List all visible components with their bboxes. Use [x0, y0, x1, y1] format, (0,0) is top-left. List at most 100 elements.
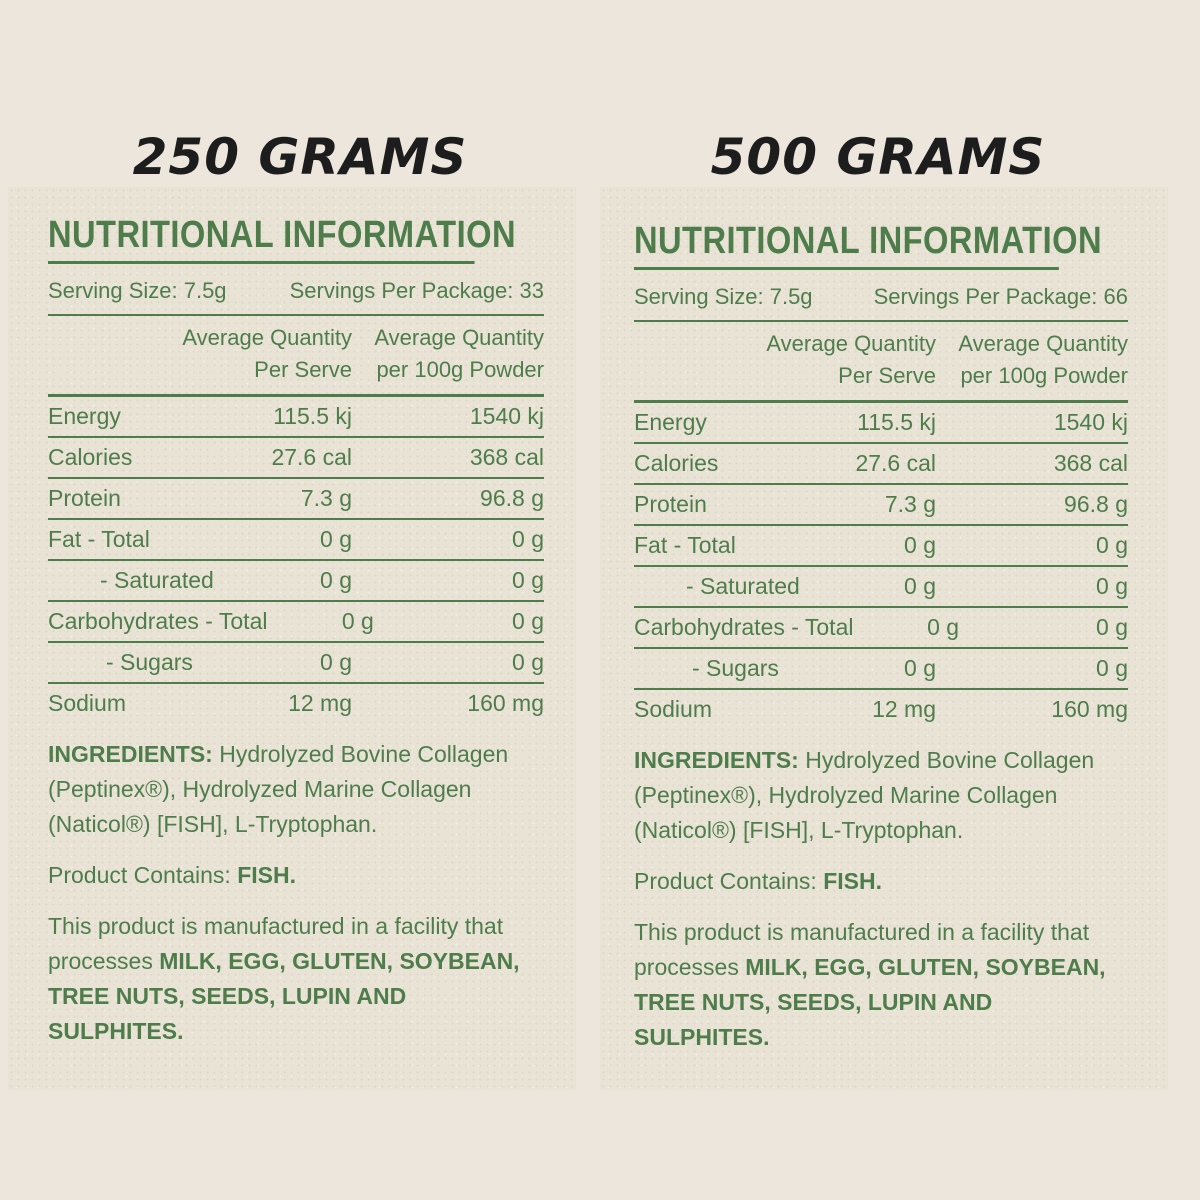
column-header: Average Quantity Per Serve Average Quant… [48, 316, 544, 397]
nutrient-name: - Saturated [100, 567, 214, 593]
ingredients: INGREDIENTS: Hydrolyzed Bovine Collagen … [48, 737, 544, 842]
nutrient-name: Fat - Total [634, 532, 736, 558]
table-row: Carbohydrates - Total 0 g 0 g [48, 602, 544, 643]
contains-label: Product Contains: [634, 868, 824, 894]
per-100g-value: 96.8 g [480, 485, 544, 511]
nutrient-name: Energy [48, 403, 121, 429]
nutrition-panel-250: NUTRITIONAL INFORMATION Serving Size: 7.… [8, 187, 576, 1090]
nutrient-table: Energy 115.5 kj 1540 kj Calories 27.6 cal 36… [634, 403, 1128, 729]
per-100g-value: 0 g [1096, 573, 1128, 599]
servings-per-package: Servings Per Package: 33 [289, 278, 544, 303]
per-100g-value: 368 cal [469, 444, 544, 470]
per-100g-value: 1540 kj [469, 403, 544, 429]
nutrient-name: Sodium [48, 690, 126, 716]
per-serve-header: Average Quantity Per Serve [706, 328, 936, 392]
nutrient-name: - Sugars [692, 655, 779, 681]
per-100g-header: Average Quantity per 100g Powder [352, 322, 544, 386]
nutrient-name: Protein [634, 491, 707, 517]
table-row: Calories 27.6 cal 368 cal [634, 444, 1128, 485]
table-row: Fat - Total 0 g 0 g [48, 520, 544, 561]
serving-row: Serving Size: 7.5g Servings Per Package:… [634, 270, 1128, 322]
per-100g-value: 1540 kj [1053, 409, 1128, 435]
per-serve-value: 0 g [341, 608, 374, 634]
per-100g-value: 160 mg [467, 690, 544, 716]
allergen-prefix: This product is manufactured in a facili… [48, 913, 504, 974]
table-row: Energy 115.5 kj 1540 kj [48, 397, 544, 438]
panel-title: NUTRITIONAL INFORMATION [48, 213, 516, 264]
nutrient-name: Calories [48, 444, 133, 470]
table-row: - Sugars 0 g 0 g [48, 643, 544, 684]
nutrient-table: Energy 115.5 kj 1540 kj Calories 27.6 cal 36… [48, 397, 544, 723]
per-serve-value: 0 g [904, 532, 936, 558]
table-row: - Saturated 0 g 0 g [634, 567, 1128, 608]
size-heading-250: 250 GRAMS [132, 128, 468, 186]
serving-row: Serving Size: 7.5g Servings Per Package:… [48, 264, 544, 316]
per-serve-header-line1: Average Quantity [182, 325, 352, 350]
table-row: Energy 115.5 kj 1540 kj [634, 403, 1128, 444]
per-100g-value: 0 g [1096, 532, 1128, 558]
per-serve-value: 115.5 kj [273, 403, 352, 429]
ingredients-text: Hydrolyzed Bovine Collagen (Peptinex®), … [48, 741, 509, 837]
per-serve-header-line2: Per Serve [838, 363, 936, 388]
allergen-list: MILK, EGG, GLUTEN, SOYBEAN, TREE NUTS, S… [634, 954, 1106, 1050]
per-serve-value: 0 g [320, 649, 352, 675]
product-contains: Product Contains: FISH. [48, 858, 544, 893]
contains-label: Product Contains: [48, 862, 238, 888]
per-serve-header-line2: Per Serve [254, 357, 352, 382]
table-row: Sodium 12 mg 160 mg [634, 690, 1128, 729]
per-100g-value: 0 g [512, 649, 544, 675]
per-100g-value: 0 g [1096, 614, 1128, 640]
ingredients-label: INGREDIENTS: [634, 747, 799, 773]
per-serve-value: 0 g [904, 573, 936, 599]
nutrient-name: Energy [634, 409, 707, 435]
allergen-statement: This product is manufactured in a facili… [634, 915, 1128, 1055]
per-100g-header-line2: per 100g Powder [960, 363, 1128, 388]
per-serve-value: 27.6 cal [855, 450, 936, 476]
serving-size: Serving Size: 7.5g [634, 284, 813, 309]
nutrient-name: Fat - Total [48, 526, 150, 552]
per-100g-value: 96.8 g [1064, 491, 1128, 517]
nutrient-name: - Saturated [686, 573, 800, 599]
per-100g-header-line1: Average Quantity [958, 331, 1128, 356]
table-row: Carbohydrates - Total 0 g 0 g [634, 608, 1128, 649]
nutrient-name: Carbohydrates - Total [48, 608, 268, 634]
ingredients-text: Hydrolyzed Bovine Collagen (Peptinex®), … [634, 747, 1095, 843]
contains-value: FISH. [237, 862, 296, 888]
nutrient-name: Protein [48, 485, 121, 511]
per-100g-header-line1: Average Quantity [374, 325, 544, 350]
table-row: - Sugars 0 g 0 g [634, 649, 1128, 690]
per-serve-value: 12 mg [872, 696, 936, 722]
allergen-list: MILK, EGG, GLUTEN, SOYBEAN, TREE NUTS, S… [48, 948, 520, 1044]
contains-value: FISH. [823, 868, 882, 894]
nutrient-name: Carbohydrates - Total [634, 614, 854, 640]
table-row: Fat - Total 0 g 0 g [634, 526, 1128, 567]
per-100g-value: 0 g [1096, 655, 1128, 681]
per-100g-header: Average Quantity per 100g Powder [936, 328, 1128, 392]
per-100g-header-line2: per 100g Powder [376, 357, 544, 382]
per-serve-value: 27.6 cal [271, 444, 352, 470]
column-header: Average Quantity Per Serve Average Quant… [634, 322, 1128, 403]
per-serve-value: 7.3 g [300, 485, 352, 511]
per-100g-value: 0 g [512, 526, 544, 552]
per-serve-value: 0 g [320, 526, 352, 552]
product-contains: Product Contains: FISH. [634, 864, 1128, 899]
per-serve-header: Average Quantity Per Serve [122, 322, 352, 386]
table-row: Sodium 12 mg 160 mg [48, 684, 544, 723]
allergen-statement: This product is manufactured in a facili… [48, 909, 544, 1049]
table-row: Protein 7.3 g 96.8 g [48, 479, 544, 520]
per-serve-value: 7.3 g [884, 491, 936, 517]
size-heading-500: 500 GRAMS [710, 128, 1046, 186]
nutrient-name: Sodium [634, 696, 712, 722]
per-serve-value: 12 mg [288, 690, 352, 716]
nutrition-panel-500: NUTRITIONAL INFORMATION Serving Size: 7.… [600, 187, 1168, 1090]
panel-title: NUTRITIONAL INFORMATION [634, 219, 1102, 270]
nutrient-name: - Sugars [106, 649, 193, 675]
ingredients-label: INGREDIENTS: [48, 741, 213, 767]
per-100g-value: 0 g [512, 567, 544, 593]
per-serve-value: 115.5 kj [857, 409, 936, 435]
per-serve-header-line1: Average Quantity [766, 331, 936, 356]
ingredients: INGREDIENTS: Hydrolyzed Bovine Collagen … [634, 743, 1128, 848]
per-100g-value: 160 mg [1051, 696, 1128, 722]
per-100g-value: 0 g [512, 608, 544, 634]
allergen-prefix: This product is manufactured in a facili… [634, 919, 1090, 980]
